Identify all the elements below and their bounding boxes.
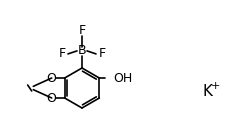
Text: B: B [78, 44, 86, 57]
Text: O: O [47, 92, 57, 105]
Text: OH: OH [113, 72, 133, 85]
Text: +: + [210, 81, 220, 91]
Text: K: K [202, 85, 212, 99]
Text: F: F [59, 47, 66, 60]
Text: O: O [47, 72, 57, 85]
Text: F: F [98, 47, 105, 60]
Text: F: F [78, 24, 86, 37]
